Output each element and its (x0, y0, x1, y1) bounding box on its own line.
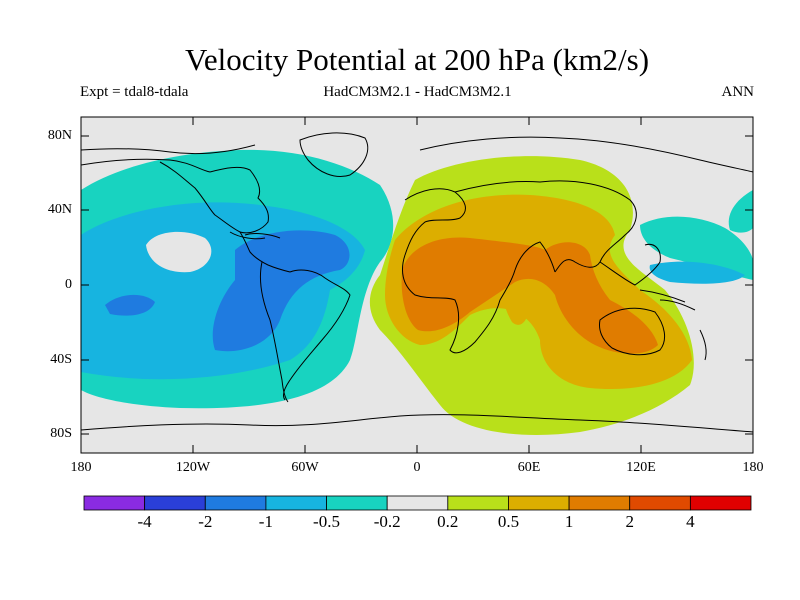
axis-ticks (81, 117, 753, 453)
colorbar-label: 2 (625, 512, 634, 531)
colorbar-swatch (265, 495, 327, 511)
contour-near-zero (146, 231, 212, 273)
lon-tick-label: 120W (175, 460, 211, 475)
colorbar-swatch (326, 495, 388, 511)
lat-tick-label: 40S (50, 352, 72, 367)
experiment-label: Expt = tdal8-tdala (80, 84, 189, 100)
lon-tick-label: 180 (70, 460, 92, 475)
lon-tick-label: 120E (626, 460, 656, 475)
contour-neg-1 (105, 294, 155, 316)
colorbar-label: 0.5 (497, 512, 520, 531)
colorbar-swatch (144, 495, 206, 511)
colorbar (83, 495, 752, 511)
colorbar-label: -2 (198, 512, 213, 531)
colorbar-swatch (689, 495, 752, 511)
lon-tick-label: 60E (517, 460, 541, 475)
lon-tick-label: 0 (413, 460, 421, 475)
lat-tick-label: 80S (50, 426, 72, 441)
plot-title: Velocity Potential at 200 hPa (km2/s) (184, 42, 650, 77)
colorbar-label: 1 (564, 512, 574, 531)
colorbar-label: 0.2 (437, 512, 459, 531)
colorbar-swatch (629, 495, 691, 511)
contour-neg-0.5 (649, 261, 745, 284)
lat-tick-label: 0 (65, 277, 72, 292)
colorbar-swatch (447, 495, 509, 511)
contour-neg-0.2 (640, 216, 753, 280)
contour-neg-1 (212, 230, 350, 352)
colorbar-swatch (386, 495, 449, 511)
period-label: ANN (721, 84, 755, 100)
lon-tick-label: 60W (291, 460, 319, 475)
lon-tick-label: 180 (742, 460, 764, 475)
coastlines (81, 132, 753, 433)
lat-tick-label: 80N (47, 128, 72, 143)
colorbar-label: -1 (258, 512, 273, 531)
colorbar-swatch (568, 495, 631, 511)
colorbar-label: -0.5 (313, 512, 340, 531)
colorbar-swatch (83, 495, 146, 511)
colorbar-label: 4 (686, 512, 695, 531)
contour-neg-0.2 (728, 190, 753, 233)
model-label: HadCM3M2.1 - HadCM3M2.1 (323, 84, 512, 100)
colorbar-swatch (508, 495, 570, 511)
lat-tick-label: 40N (47, 202, 72, 217)
colorbar-swatch (204, 495, 267, 511)
contour-pos-0.5-inner (503, 287, 529, 325)
contour-pos-1 (401, 237, 658, 354)
colorbar-label: -4 (137, 512, 152, 531)
colorbar-label: -0.2 (373, 512, 401, 531)
